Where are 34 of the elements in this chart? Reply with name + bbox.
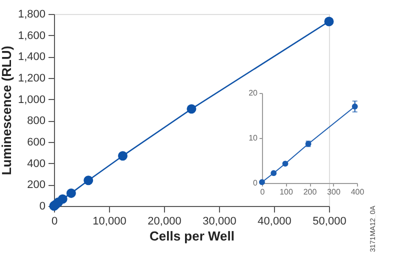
point	[282, 160, 288, 167]
y-tick-label: 1,600	[18, 30, 46, 42]
y-tick-label: 10	[248, 134, 258, 142]
y-tick-label: 400	[27, 158, 46, 170]
y-axis-title: Luminescence (RLU)	[0, 46, 14, 176]
x-tick-label: 50,000	[312, 216, 346, 228]
x-tick-label: 200	[303, 188, 318, 196]
point	[58, 194, 68, 204]
y-tick-label: 0	[253, 178, 258, 188]
point	[270, 170, 277, 176]
x-tick-label: 20,000	[148, 216, 182, 228]
x-tick-label: 30,000	[202, 216, 236, 228]
y-tick-label: 600	[27, 136, 46, 148]
x-tick-label: 0	[51, 216, 58, 228]
point	[118, 151, 128, 161]
x-tick-label: 100	[280, 188, 294, 196]
x-tick-label: 0	[260, 188, 266, 196]
point	[66, 188, 76, 198]
y-tick-label: 1,000	[18, 94, 46, 106]
y-tick-label: 1,400	[18, 51, 46, 64]
x-tick-label: 400	[350, 188, 365, 196]
y-tick-label: 800	[27, 115, 46, 128]
point	[324, 16, 334, 26]
y-tick-label: 20	[248, 88, 258, 98]
x-tick-label: 300	[327, 188, 341, 196]
point	[186, 104, 196, 114]
point	[84, 176, 94, 186]
x-tick-label: 40,000	[258, 216, 292, 228]
x-tick-label: 10,000	[92, 216, 126, 228]
y-tick-label: 0	[39, 200, 46, 212]
point	[259, 179, 265, 186]
y-tick-label: 1,800	[18, 8, 46, 20]
y-tick-label: 1,200	[18, 72, 46, 84]
x-axis-title: Cells per Well	[149, 228, 235, 244]
